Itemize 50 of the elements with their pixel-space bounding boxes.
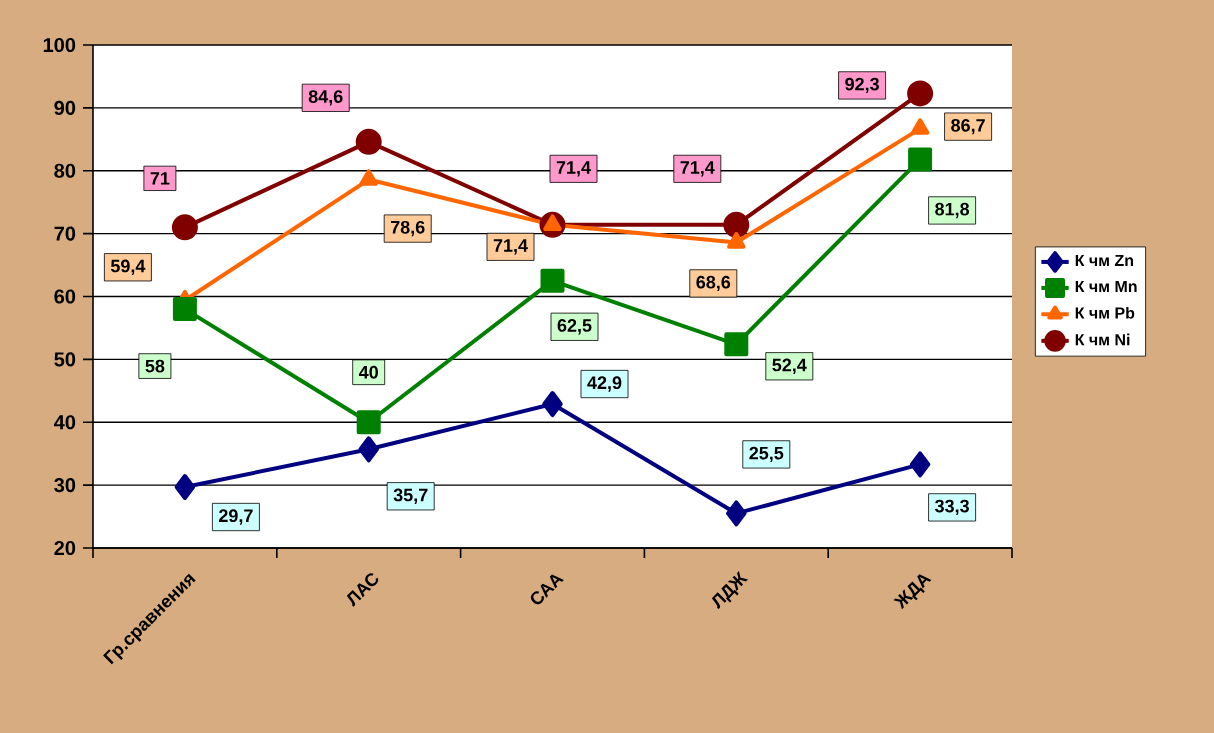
- data-label: 58: [145, 359, 165, 373]
- data-label: 62,5: [557, 319, 592, 335]
- data-label: 78,6: [390, 220, 425, 237]
- y-tick-label: 20: [54, 540, 76, 556]
- data-label: 40: [358, 365, 378, 379]
- data-label: 71,4: [493, 239, 528, 255]
- point: [540, 268, 565, 293]
- point: [355, 128, 382, 155]
- data-label: 68,6: [696, 275, 731, 292]
- y-tick-label: 40: [54, 415, 76, 430]
- y-tick-label: 80: [54, 163, 76, 178]
- point: [908, 147, 933, 172]
- data-label: 42,9: [587, 376, 622, 392]
- data-label: 81,8: [935, 202, 970, 219]
- y-tick-label: 70: [54, 226, 76, 241]
- point: [910, 118, 930, 135]
- data-label: 71: [150, 172, 170, 185]
- data-label: 59,4: [110, 259, 146, 275]
- point: [356, 410, 381, 435]
- legend-label: К чм Ni: [1075, 333, 1130, 346]
- data-label: 35,7: [393, 488, 428, 504]
- data-label: 52,4: [772, 358, 807, 374]
- y-tick-label: 50: [54, 352, 76, 367]
- data-label: 71,4: [556, 161, 591, 177]
- legend-label: К чм Pb: [1075, 306, 1135, 319]
- y-tick-label: 100: [43, 37, 76, 53]
- data-label: 84,6: [308, 90, 343, 106]
- point: [727, 232, 746, 249]
- point: [723, 211, 750, 238]
- legend-label: К чм Zn: [1075, 254, 1134, 266]
- point: [359, 169, 378, 186]
- data-label: 71,4: [680, 161, 715, 177]
- data-label: 86,7: [951, 118, 985, 135]
- point: [174, 474, 196, 501]
- y-tick-label: 90: [54, 100, 76, 115]
- point: [542, 391, 563, 418]
- data-label: 33,3: [935, 499, 969, 516]
- data-label: 92,3: [845, 77, 879, 94]
- point: [907, 80, 934, 107]
- data-label: 25,5: [749, 446, 784, 463]
- point: [726, 500, 747, 527]
- y-tick-label: 60: [54, 289, 76, 304]
- point: [909, 451, 931, 478]
- data-label: 29,7: [219, 509, 253, 525]
- point: [724, 332, 749, 357]
- point: [172, 297, 197, 322]
- point: [171, 214, 198, 241]
- legend-label: К чм Mn: [1075, 280, 1137, 292]
- y-tick-label: 30: [54, 478, 76, 493]
- point: [358, 436, 379, 463]
